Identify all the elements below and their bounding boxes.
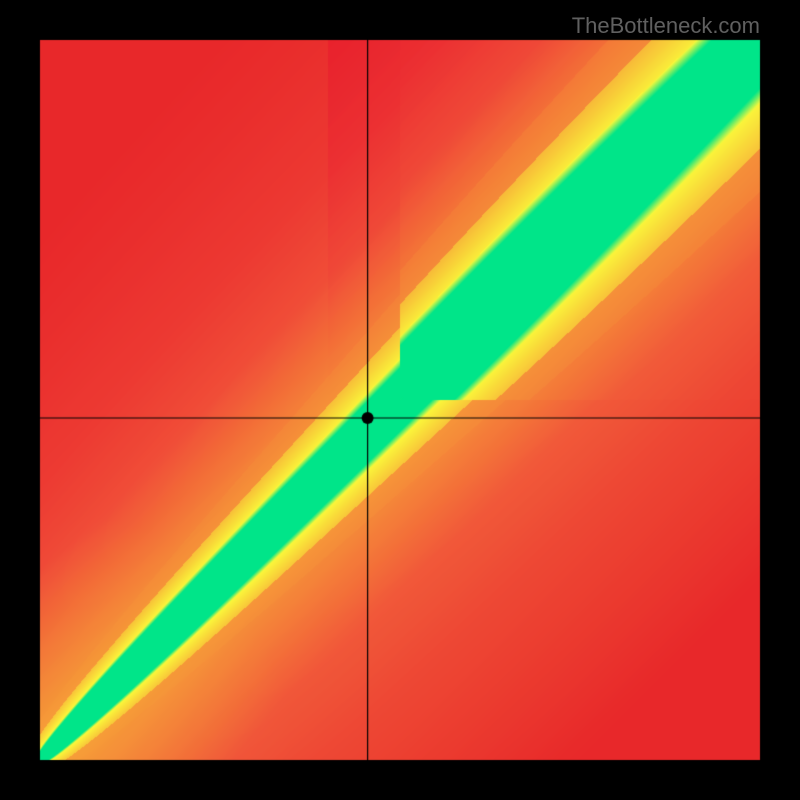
- bottleneck-heatmap: [0, 0, 800, 800]
- watermark-text: TheBottleneck.com: [572, 13, 760, 39]
- chart-container: TheBottleneck.com: [0, 0, 800, 800]
